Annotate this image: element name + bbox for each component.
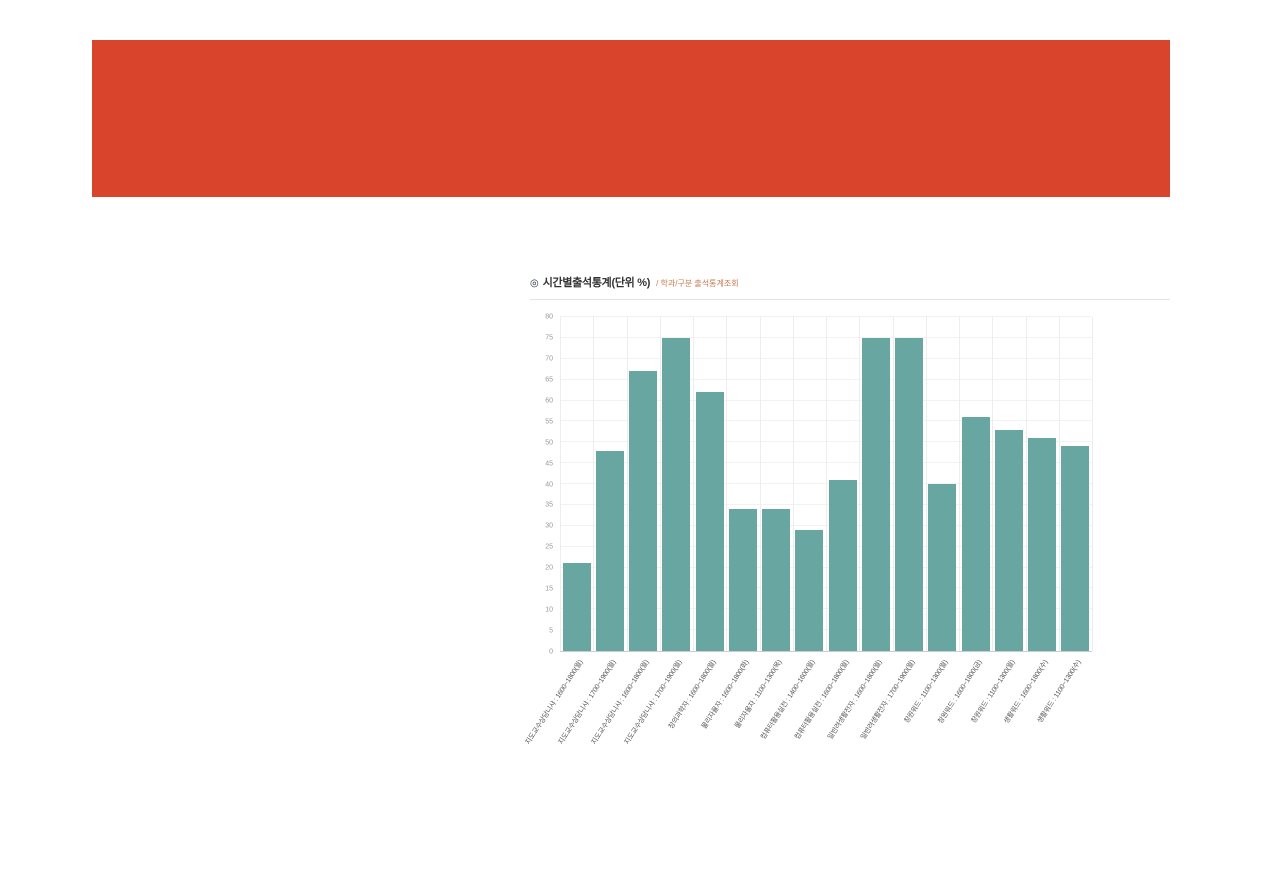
y-tick-label: 25 — [545, 543, 553, 551]
bar — [961, 417, 990, 651]
v-gridline — [793, 317, 794, 651]
top-banner — [92, 40, 1170, 197]
y-tick-label: 20 — [545, 564, 553, 572]
v-gridline — [726, 317, 727, 651]
v-gridline — [926, 317, 927, 651]
y-axis: 0 5 10 15 20 25 30 35 40 45 50 55 60 65 70 75 80 — [530, 313, 560, 656]
bar — [861, 337, 890, 651]
bar — [928, 484, 957, 651]
v-gridline — [1059, 317, 1060, 651]
bar — [895, 337, 924, 651]
y-tick-label: 65 — [545, 376, 553, 384]
y-tick-label: 55 — [545, 418, 553, 426]
v-gridline — [826, 317, 827, 651]
y-tick-label: 75 — [545, 334, 553, 342]
v-gridline — [859, 317, 860, 651]
y-tick-label: 80 — [545, 313, 553, 321]
v-gridline — [893, 317, 894, 651]
chart-header: ◎ 시간별출석통계(단위 %) / 학과/구분 출석통계조회 — [530, 274, 1170, 290]
v-gridline — [593, 317, 594, 651]
v-gridline — [760, 317, 761, 651]
v-gridline — [560, 317, 561, 651]
bar — [1028, 438, 1057, 651]
plot-wrap: 지도교수상담니샤 : 1600~1800(월) 지도교수상담니샤 : 1700~1… — [524, 316, 1170, 797]
bar — [595, 450, 624, 651]
y-tick-label: 60 — [545, 397, 553, 405]
v-gridline — [992, 317, 993, 651]
chart-subtitle: / 학과/구분 출석통계조회 — [656, 279, 739, 288]
bar — [1061, 446, 1090, 651]
v-gridline — [660, 317, 661, 651]
v-gridline — [1092, 317, 1093, 651]
v-gridline — [1026, 317, 1027, 651]
v-gridline — [693, 317, 694, 651]
y-tick-label: 15 — [545, 585, 553, 593]
bar — [795, 529, 824, 651]
bar — [562, 563, 591, 651]
bar — [994, 429, 1023, 651]
bullet-icon: ◎ — [530, 278, 539, 289]
plot-area — [560, 316, 1093, 652]
x-axis: 지도교수상담니샤 : 1600~1800(월) 지도교수상담니샤 : 1700~1… — [524, 652, 1092, 797]
v-gridline — [627, 317, 628, 651]
y-tick-label: 0 — [549, 648, 553, 656]
bar — [629, 371, 658, 651]
v-gridline — [959, 317, 960, 651]
y-tick-label: 40 — [545, 481, 553, 488]
bar-chart: 0 5 10 15 20 25 30 35 40 45 50 55 60 65 70 75 80 지도교수상담니… — [524, 313, 1170, 797]
bar — [662, 337, 691, 651]
bar — [695, 392, 724, 651]
chart-title: 시간별출석통계(단위 %) — [542, 277, 651, 289]
y-tick-label: 30 — [545, 522, 553, 530]
bar — [828, 479, 857, 651]
chart-section: ◎ 시간별출석통계(단위 %) / 학과/구분 출석통계조회 0 5 10 15 20 2… — [524, 274, 1170, 797]
bar — [728, 509, 757, 651]
bar — [762, 509, 791, 651]
y-tick-label: 45 — [545, 460, 553, 468]
y-tick-label: 70 — [545, 355, 553, 363]
h-gridline — [560, 316, 1092, 317]
y-tick-label: 35 — [545, 501, 553, 509]
y-tick-label: 5 — [549, 627, 553, 635]
y-tick-label: 10 — [545, 606, 553, 614]
header-divider — [530, 299, 1170, 300]
y-tick-label: 50 — [545, 439, 553, 447]
